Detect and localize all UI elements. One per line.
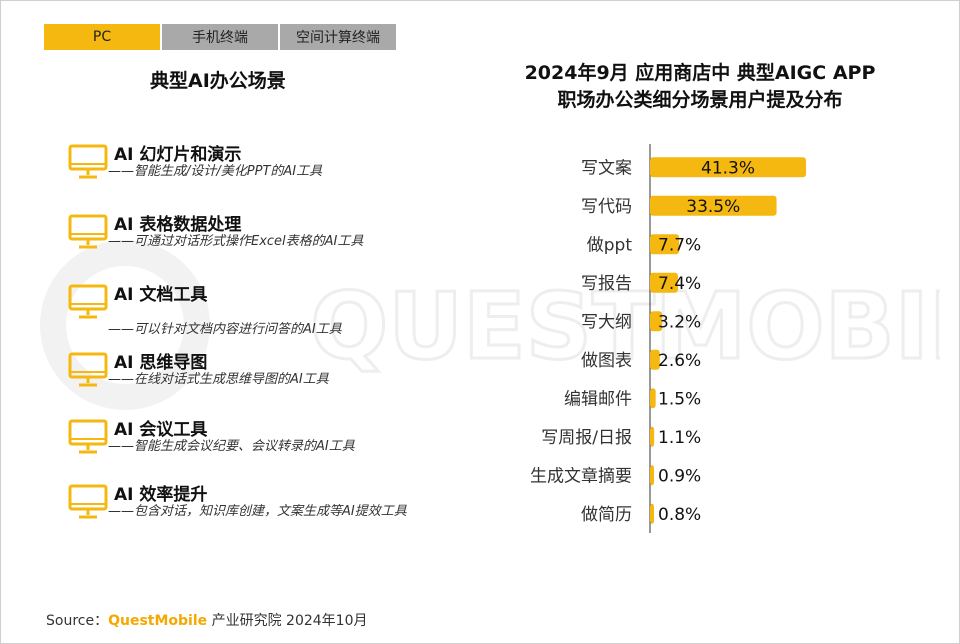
category-label: 做ppt [587,235,633,255]
tab-bar: PC 手机终端 空间计算终端 [44,24,398,50]
bar [650,426,655,447]
scene-desc: ——智能生成会议纪要、会议转录的AI工具 [108,439,355,454]
value-label: 1.1% [658,428,701,448]
category-label: 写大纲 [581,312,632,332]
bar [650,465,654,486]
scene-desc: ——智能生成/设计/美化PPT的AI工具 [108,164,323,179]
value-label: 41.3% [701,158,755,178]
source-brand: QuestMobile [108,613,208,629]
tab-pc[interactable]: PC [44,24,160,50]
scene-name: AI 会议工具 [114,420,208,440]
scene-desc: ——可以针对文档内容进行问答的AI工具 [108,322,342,337]
scene-desc: ——可通过对话形式操作Excel表格的AI工具 [108,234,364,249]
scene-desc: ——在线对话式生成思维导图的AI工具 [108,372,329,387]
chart-title: 2024年9月 应用商店中 典型AIGC APP 职场办公类细分场景用户提及分布 [480,60,920,114]
source-suffix: 产业研究院 2024年10月 [207,613,368,629]
scene-name: AI 表格数据处理 [114,215,242,235]
monitor-icon [68,419,108,454]
bar-chart: 写文案 41.3% 写代码 33.5% 做ppt 7.7% 写报告 7.4% 写大纲 3.2% 做图… [530,144,807,533]
category-label: 写文案 [581,158,632,178]
value-label: 2.6% [658,351,701,371]
category-label: 做简历 [581,505,632,525]
bar [650,311,663,332]
monitor-icon [68,214,108,249]
monitor-icon [68,284,108,319]
tab-mobile[interactable]: 手机终端 [162,24,278,50]
chart-title-line1: 2024年9月 应用商店中 典型AIGC APP [524,62,876,84]
source-note: Source：QuestMobile 产业研究院 2024年10月 [46,610,368,630]
bar [650,349,660,370]
bar [650,195,777,216]
bar [650,503,654,524]
category-label: 编辑邮件 [564,389,632,409]
scene-name: AI 效率提升 [114,485,208,505]
value-label: 3.2% [658,312,701,332]
value-label: 7.4% [658,274,701,294]
bar [650,157,807,178]
category-label: 生成文章摘要 [530,466,632,486]
left-panel-title: 典型AI办公场景 [150,70,286,92]
category-label: 写报告 [581,274,632,294]
scene-desc: ——包含对话，知识库创建，文案生成等AI提效工具 [108,504,407,519]
monitor-icon [68,352,108,387]
value-label: 0.9% [658,466,701,486]
category-label: 写代码 [581,197,632,217]
monitor-icon [68,484,108,519]
value-label: 7.7% [658,235,701,255]
chart-subtitle: 职场办公类细分场景用户提及分布 [557,89,843,111]
scene-name: AI 幻灯片和演示 [114,145,242,165]
scene-name: AI 思维导图 [114,353,208,373]
value-label: 1.5% [658,389,701,409]
bar [650,388,656,409]
value-label: 33.5% [686,197,740,217]
scene-name: AI 文档工具 [114,285,208,305]
category-label: 写周报/日报 [541,428,632,448]
bar [650,234,680,255]
tab-spatial-computing[interactable]: 空间计算终端 [280,24,396,50]
category-label: 做图表 [581,351,632,371]
monitor-icon [68,144,108,179]
value-label: 0.8% [658,505,701,525]
bar [650,272,678,293]
source-prefix: Source： [46,613,109,629]
